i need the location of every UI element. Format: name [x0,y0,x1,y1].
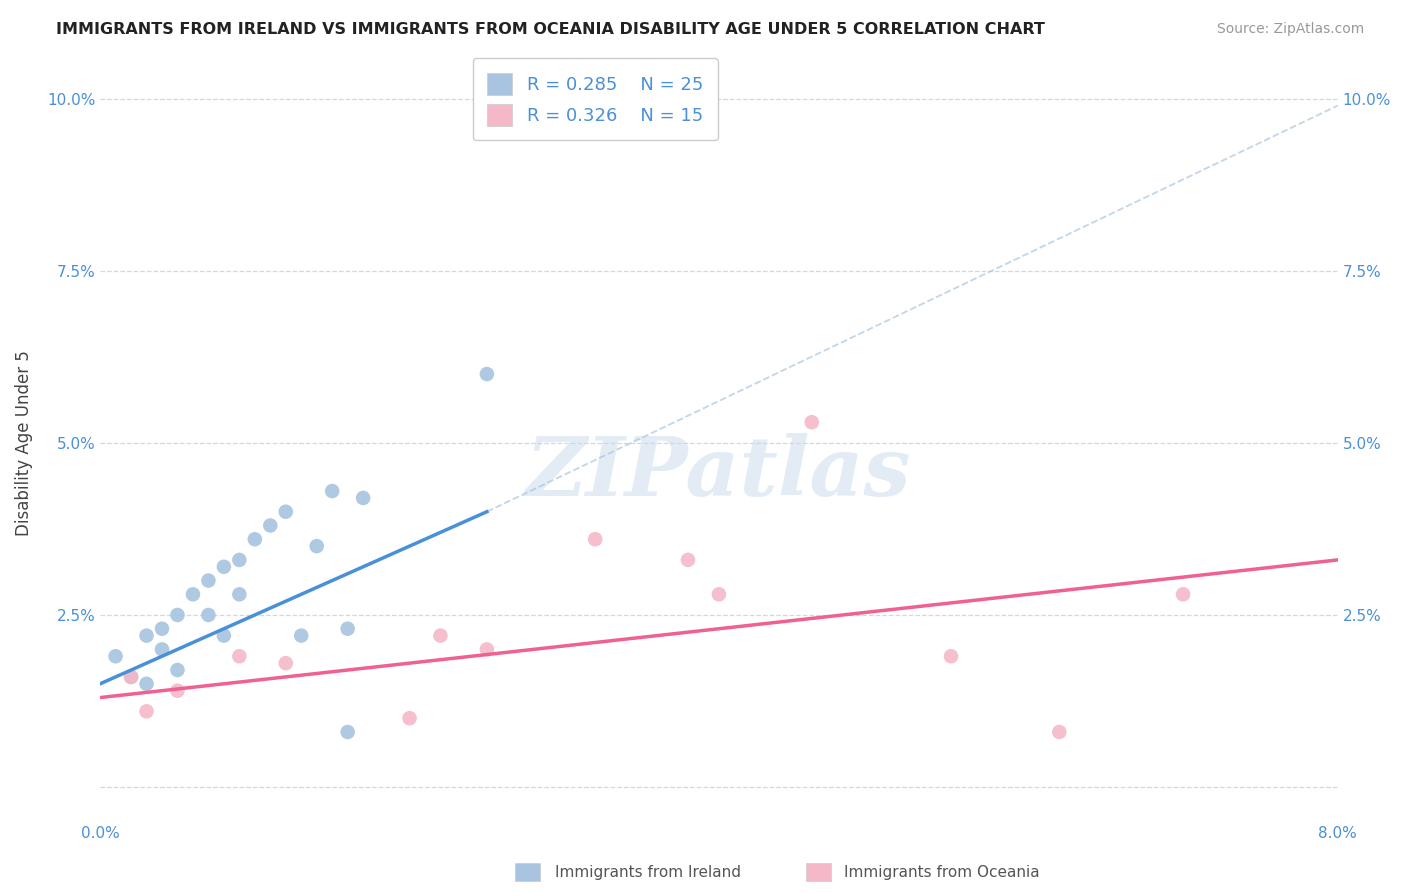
Point [104,649,127,664]
Point [274,505,297,519]
Point [150,642,173,657]
Point [212,559,235,574]
Point [398,711,420,725]
Point [228,649,250,664]
Point [290,629,312,643]
Point [1171,587,1194,601]
Point [583,533,606,547]
Point [197,574,219,588]
Point [352,491,374,505]
Point [135,677,157,691]
Point [166,683,188,698]
Point [321,484,343,499]
Point [212,629,235,643]
Point [135,629,157,643]
Point [228,587,250,601]
Point [274,656,297,670]
Point [120,670,142,684]
Point [336,622,359,636]
Point [305,539,328,553]
Y-axis label: Disability Age Under 5: Disability Age Under 5 [15,350,32,536]
Text: Source: ZipAtlas.com: Source: ZipAtlas.com [1216,22,1364,37]
Point [228,553,250,567]
Point [475,642,498,657]
Point [259,518,281,533]
Point [150,622,173,636]
Text: Immigrants from Oceania: Immigrants from Oceania [844,865,1039,880]
Point [475,367,498,381]
Point [120,670,142,684]
Point [336,725,359,739]
Text: ZIPatlas: ZIPatlas [526,434,911,513]
Point [939,649,962,664]
Point [135,704,157,718]
Point [800,415,823,429]
Point [166,663,188,677]
Point [1047,725,1070,739]
Text: Immigrants from Ireland: Immigrants from Ireland [555,865,741,880]
Point [707,587,730,601]
Point [676,553,699,567]
Point [181,587,204,601]
Point [243,533,266,547]
Point [429,629,451,643]
Point [166,607,188,622]
Point [197,607,219,622]
Legend: R = 0.285    N = 25, R = 0.326    N = 15: R = 0.285 N = 25, R = 0.326 N = 15 [472,58,717,140]
Text: IMMIGRANTS FROM IRELAND VS IMMIGRANTS FROM OCEANIA DISABILITY AGE UNDER 5 CORREL: IMMIGRANTS FROM IRELAND VS IMMIGRANTS FR… [56,22,1045,37]
